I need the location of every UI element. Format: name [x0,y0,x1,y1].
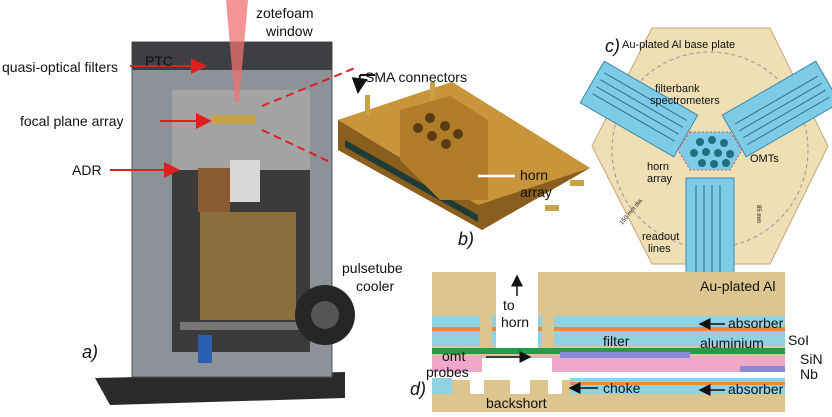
panel-label: d) [410,379,426,399]
label: aluminium [700,335,764,351]
label: PTC [145,53,173,69]
label: OMTs [750,153,779,165]
label: horn [520,167,548,183]
label: SoI [788,332,809,348]
label: omt [442,348,465,364]
label: Nb [800,366,818,382]
label: backshort [486,395,547,411]
cross-section [432,272,785,412]
label: to [503,297,515,313]
base-plate [579,27,832,287]
panel-label: b) [458,229,474,249]
label: choke [603,380,641,396]
label: SiN [800,351,823,367]
label: zotefoam [256,5,314,21]
label: window [265,23,314,39]
label: pulsetube [342,260,403,276]
label: Au-plated Al [700,278,776,294]
label: focal plane array [20,113,124,129]
label: readout [642,231,679,243]
label: horn [501,314,529,330]
label: filterbank [655,83,700,95]
label: absorber [728,315,784,331]
label: cooler [356,278,394,294]
label: Au-plated Al base plate [622,39,735,51]
label: array [520,184,552,200]
label: horn [647,161,669,173]
label: 85 mm [755,205,761,223]
label: spectrometers [650,95,720,107]
label: lines [648,243,671,255]
label: absorber [728,381,784,397]
label: quasi-optical filters [2,59,118,75]
focal-plane-block [338,74,590,230]
label: probes [426,364,469,380]
label: SMA connectors [365,69,467,85]
label: ADR [72,162,102,178]
panel-label: c) [605,36,620,56]
label: array [647,173,673,185]
label: filter [603,333,630,349]
cryostat [95,0,356,405]
panel-label: a) [82,342,98,362]
